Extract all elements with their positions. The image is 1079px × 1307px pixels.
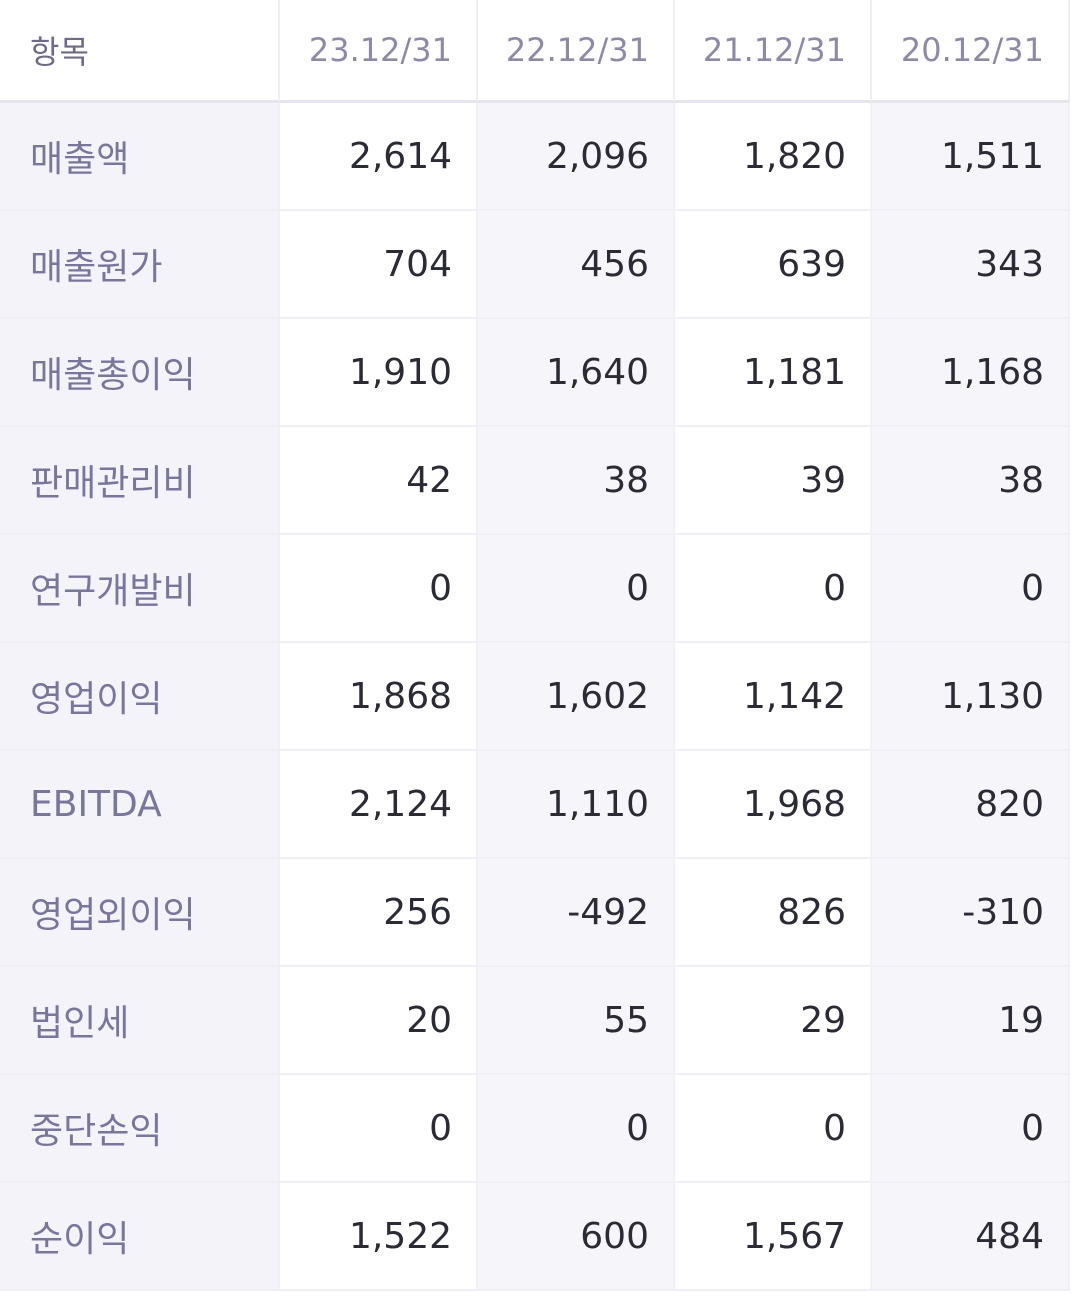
row-label: 순이익 (0, 1183, 280, 1291)
table-cell-value: 820 (872, 751, 1070, 859)
table-cell-value: 1,910 (280, 319, 478, 427)
table-cell-value: 1,968 (675, 751, 872, 859)
column-header-item: 항목 (0, 0, 280, 103)
table-cell-value: 0 (478, 535, 675, 643)
table-cell-value: 1,168 (872, 319, 1070, 427)
table-cell-value: 343 (872, 211, 1070, 319)
table-row: 법인세 20 55 29 19 (0, 967, 1070, 1075)
table-cell-value: 1,142 (675, 643, 872, 751)
table-cell-value: 2,124 (280, 751, 478, 859)
table-cell-value: 38 (872, 427, 1070, 535)
table-cell-value: 2,096 (478, 103, 675, 211)
table-row: 중단손익 0 0 0 0 (0, 1075, 1070, 1183)
table-cell-value: 1,522 (280, 1183, 478, 1291)
table-cell-value: 1,130 (872, 643, 1070, 751)
table-row: 판매관리비 42 38 39 38 (0, 427, 1070, 535)
table-cell-value: 0 (478, 1075, 675, 1183)
table-row: 연구개발비 0 0 0 0 (0, 535, 1070, 643)
table-row: 영업외이익 256 -492 826 -310 (0, 859, 1070, 967)
table-cell-value: 456 (478, 211, 675, 319)
column-header-period: 21.12/31 (675, 0, 872, 103)
column-header-period: 23.12/31 (280, 0, 478, 103)
table-cell-value: 256 (280, 859, 478, 967)
table-cell-value: 1,110 (478, 751, 675, 859)
table-cell-value: 1,181 (675, 319, 872, 427)
table-cell-value: 1,640 (478, 319, 675, 427)
table-cell-value: 704 (280, 211, 478, 319)
table-cell-value: 42 (280, 427, 478, 535)
table-row: EBITDA 2,124 1,110 1,968 820 (0, 751, 1070, 859)
row-label: 영업이익 (0, 643, 280, 751)
table-row: 매출액 2,614 2,096 1,820 1,511 (0, 103, 1070, 211)
table-cell-value: 0 (872, 535, 1070, 643)
financial-summary-table: 항목 23.12/31 22.12/31 21.12/31 20.12/31 매… (0, 0, 1070, 1291)
table-row: 매출총이익 1,910 1,640 1,181 1,168 (0, 319, 1070, 427)
table-cell-value: 19 (872, 967, 1070, 1075)
table-cell-value: 38 (478, 427, 675, 535)
column-header-period: 20.12/31 (872, 0, 1070, 103)
row-label: 매출액 (0, 103, 280, 211)
table-cell-value: 39 (675, 427, 872, 535)
table-cell-value: 1,868 (280, 643, 478, 751)
table-cell-value: 1,602 (478, 643, 675, 751)
row-label: 영업외이익 (0, 859, 280, 967)
row-label: EBITDA (0, 751, 280, 859)
table-cell-value: 0 (280, 535, 478, 643)
table-cell-value: 55 (478, 967, 675, 1075)
table-cell-value: 1,567 (675, 1183, 872, 1291)
row-label: 매출총이익 (0, 319, 280, 427)
table-cell-value: 0 (872, 1075, 1070, 1183)
table-row: 매출원가 704 456 639 343 (0, 211, 1070, 319)
row-label: 법인세 (0, 967, 280, 1075)
table-cell-value: 826 (675, 859, 872, 967)
table-cell-value: -310 (872, 859, 1070, 967)
table-cell-value: 1,820 (675, 103, 872, 211)
table-cell-value: -492 (478, 859, 675, 967)
table-cell-value: 0 (675, 535, 872, 643)
column-header-period: 22.12/31 (478, 0, 675, 103)
table-row: 순이익 1,522 600 1,567 484 (0, 1183, 1070, 1291)
row-label: 연구개발비 (0, 535, 280, 643)
table-cell-value: 1,511 (872, 103, 1070, 211)
table-cell-value: 2,614 (280, 103, 478, 211)
table-cell-value: 639 (675, 211, 872, 319)
table-cell-value: 600 (478, 1183, 675, 1291)
row-label: 매출원가 (0, 211, 280, 319)
row-label: 중단손익 (0, 1075, 280, 1183)
table-cell-value: 484 (872, 1183, 1070, 1291)
table-cell-value: 20 (280, 967, 478, 1075)
table-cell-value: 0 (280, 1075, 478, 1183)
table-row: 영업이익 1,868 1,602 1,142 1,130 (0, 643, 1070, 751)
table-cell-value: 29 (675, 967, 872, 1075)
row-label: 판매관리비 (0, 427, 280, 535)
table-cell-value: 0 (675, 1075, 872, 1183)
table-header-row: 항목 23.12/31 22.12/31 21.12/31 20.12/31 (0, 0, 1070, 103)
